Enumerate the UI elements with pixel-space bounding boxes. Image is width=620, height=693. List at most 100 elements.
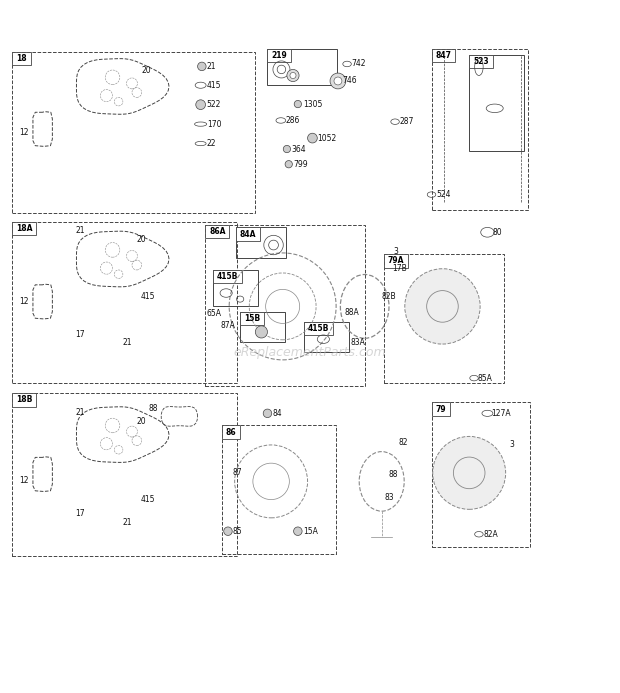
- Text: 84A: 84A: [239, 229, 256, 238]
- Bar: [432, 49, 455, 62]
- Bar: [469, 55, 524, 151]
- Text: 12: 12: [20, 297, 29, 306]
- Text: 523: 523: [473, 57, 489, 66]
- Text: 287: 287: [400, 117, 414, 126]
- Text: 88: 88: [389, 470, 399, 479]
- Bar: [240, 312, 285, 342]
- Bar: [205, 225, 229, 238]
- Bar: [213, 270, 258, 306]
- Text: 18: 18: [16, 54, 27, 63]
- Bar: [222, 426, 336, 554]
- Bar: [240, 312, 264, 325]
- Text: 17: 17: [76, 509, 85, 518]
- Circle shape: [224, 527, 232, 536]
- Text: 12: 12: [20, 475, 29, 484]
- Text: 286: 286: [286, 116, 300, 125]
- Text: 82: 82: [398, 438, 407, 447]
- Text: 18B: 18B: [16, 396, 32, 405]
- Circle shape: [294, 527, 302, 536]
- Circle shape: [287, 69, 299, 82]
- Text: 65A: 65A: [206, 309, 222, 318]
- Text: 82A: 82A: [484, 529, 498, 538]
- Text: 415: 415: [141, 292, 156, 301]
- Circle shape: [198, 62, 206, 71]
- Text: 83: 83: [384, 493, 394, 502]
- Bar: [12, 394, 36, 407]
- Text: 524: 524: [436, 190, 451, 199]
- Text: 86: 86: [226, 428, 236, 437]
- Bar: [222, 426, 240, 439]
- Circle shape: [255, 326, 267, 338]
- Text: 21: 21: [76, 226, 85, 235]
- Text: 15A: 15A: [303, 527, 317, 536]
- Circle shape: [264, 409, 272, 418]
- Text: 80: 80: [492, 228, 502, 237]
- Text: 3: 3: [509, 441, 514, 450]
- Text: 88: 88: [148, 404, 158, 413]
- Text: 21: 21: [123, 518, 132, 527]
- Text: 86A: 86A: [209, 227, 226, 236]
- Bar: [432, 49, 528, 210]
- Text: 364: 364: [292, 145, 306, 154]
- Text: 1052: 1052: [317, 134, 337, 143]
- Bar: [432, 403, 530, 547]
- Text: 15B: 15B: [244, 314, 260, 323]
- Bar: [12, 52, 255, 213]
- Circle shape: [290, 73, 296, 78]
- Text: 79: 79: [435, 405, 446, 414]
- Bar: [304, 322, 333, 335]
- Text: 85A: 85A: [477, 374, 492, 383]
- Text: 87A: 87A: [220, 321, 235, 330]
- Text: 1305: 1305: [303, 100, 322, 109]
- Text: 746: 746: [342, 76, 357, 85]
- Circle shape: [196, 100, 205, 109]
- Circle shape: [294, 100, 301, 107]
- Text: 83A: 83A: [351, 337, 366, 346]
- Circle shape: [330, 73, 346, 89]
- Text: 415: 415: [206, 80, 221, 89]
- Text: 20: 20: [137, 417, 146, 426]
- Text: 21: 21: [206, 62, 216, 71]
- Text: eReplacementParts.com: eReplacementParts.com: [234, 346, 386, 359]
- Text: 20: 20: [141, 66, 151, 75]
- Circle shape: [285, 161, 293, 168]
- Text: 742: 742: [352, 60, 366, 69]
- Text: 87: 87: [232, 468, 242, 477]
- Circle shape: [334, 77, 342, 85]
- Text: 22: 22: [206, 139, 216, 148]
- Circle shape: [283, 146, 291, 152]
- Text: 12: 12: [20, 128, 29, 137]
- Bar: [384, 254, 505, 383]
- Text: 21: 21: [123, 338, 132, 347]
- Bar: [236, 227, 286, 258]
- Circle shape: [308, 133, 317, 143]
- Text: 415B: 415B: [308, 324, 329, 333]
- Circle shape: [405, 269, 480, 344]
- Text: 415: 415: [141, 495, 156, 504]
- Bar: [267, 49, 337, 85]
- Bar: [384, 254, 408, 267]
- Text: 17B: 17B: [392, 264, 407, 273]
- Text: 18A: 18A: [16, 224, 32, 233]
- Circle shape: [433, 437, 506, 509]
- Bar: [213, 270, 242, 283]
- Bar: [469, 55, 493, 68]
- Bar: [12, 222, 237, 383]
- Text: 847: 847: [435, 51, 451, 60]
- Text: 127A: 127A: [491, 409, 511, 418]
- Text: 415B: 415B: [216, 272, 238, 281]
- Text: 88A: 88A: [344, 308, 359, 317]
- Text: 3: 3: [394, 247, 399, 256]
- Text: 20: 20: [137, 235, 146, 244]
- Text: 84: 84: [272, 409, 282, 418]
- Text: 85: 85: [233, 527, 242, 536]
- Text: 799: 799: [294, 159, 308, 168]
- Text: 522: 522: [206, 100, 221, 109]
- Text: 17: 17: [76, 330, 85, 339]
- Bar: [304, 322, 349, 352]
- Bar: [432, 403, 450, 416]
- Text: 21: 21: [76, 407, 85, 416]
- Text: 79A: 79A: [388, 256, 404, 265]
- Bar: [12, 394, 237, 556]
- Bar: [12, 222, 36, 236]
